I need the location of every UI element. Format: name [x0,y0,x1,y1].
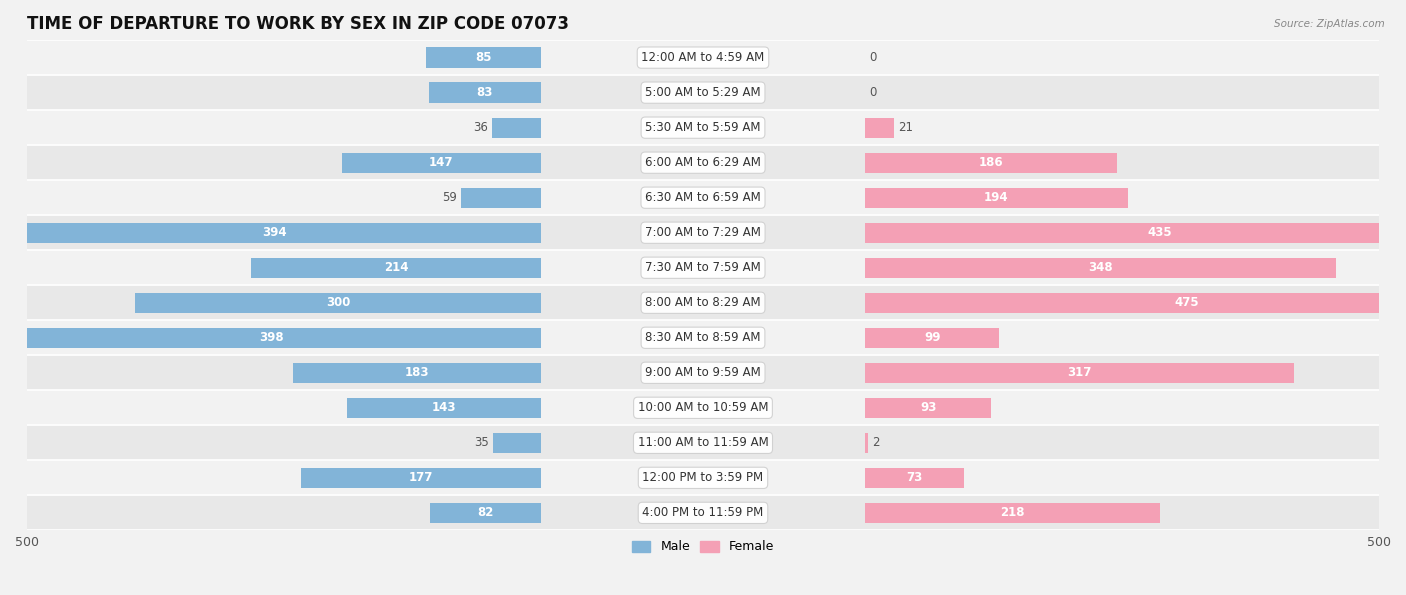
Bar [865,503,1160,523]
Bar [865,117,894,138]
Text: 0: 0 [869,86,877,99]
Legend: Male, Female: Male, Female [627,536,779,559]
Text: 85: 85 [475,51,492,64]
Bar [865,397,991,418]
Text: 83: 83 [477,86,494,99]
Bar [27,180,1379,215]
Text: 35: 35 [475,436,489,449]
Bar [27,250,1379,285]
Bar [865,433,868,453]
Text: 218: 218 [1000,506,1025,519]
Bar [865,468,965,488]
Bar [294,362,541,383]
Text: 5:00 AM to 5:29 AM: 5:00 AM to 5:29 AM [645,86,761,99]
Text: 93: 93 [920,401,936,414]
Text: 7:00 AM to 7:29 AM: 7:00 AM to 7:29 AM [645,226,761,239]
Text: 183: 183 [405,367,429,379]
Text: 36: 36 [474,121,488,134]
Bar [252,258,541,278]
Bar [27,285,1379,320]
Text: 6:00 AM to 6:29 AM: 6:00 AM to 6:29 AM [645,156,761,169]
Bar [494,433,541,453]
Text: 10:00 AM to 10:59 AM: 10:00 AM to 10:59 AM [638,401,768,414]
Text: 143: 143 [432,401,457,414]
Bar [27,145,1379,180]
Bar [27,355,1379,390]
Text: 59: 59 [441,191,457,204]
Text: 0: 0 [869,51,877,64]
Text: 2: 2 [872,436,880,449]
Text: 7:30 AM to 7:59 AM: 7:30 AM to 7:59 AM [645,261,761,274]
Text: Source: ZipAtlas.com: Source: ZipAtlas.com [1274,19,1385,29]
Text: 73: 73 [907,471,922,484]
Text: 8:00 AM to 8:29 AM: 8:00 AM to 8:29 AM [645,296,761,309]
Text: 147: 147 [429,156,454,169]
Text: 348: 348 [1088,261,1112,274]
Bar [865,258,1336,278]
Bar [342,152,541,173]
Bar [3,328,541,348]
Bar [27,496,1379,530]
Bar [865,223,1406,243]
Text: 11:00 AM to 11:59 AM: 11:00 AM to 11:59 AM [638,436,768,449]
Bar [865,328,1000,348]
Bar [301,468,541,488]
Bar [27,461,1379,496]
Text: 8:30 AM to 8:59 AM: 8:30 AM to 8:59 AM [645,331,761,345]
Bar [27,110,1379,145]
Bar [27,215,1379,250]
Text: 475: 475 [1174,296,1199,309]
Text: 21: 21 [897,121,912,134]
Bar [27,390,1379,425]
Bar [426,48,541,68]
Text: 394: 394 [262,226,287,239]
Text: 99: 99 [924,331,941,345]
Bar [347,397,541,418]
Bar [135,293,541,313]
Bar [461,187,541,208]
Text: 186: 186 [979,156,1004,169]
Text: 177: 177 [409,471,433,484]
Bar [865,152,1116,173]
Text: 214: 214 [384,261,408,274]
Bar [429,83,541,103]
Text: 9:00 AM to 9:59 AM: 9:00 AM to 9:59 AM [645,367,761,379]
Text: TIME OF DEPARTURE TO WORK BY SEX IN ZIP CODE 07073: TIME OF DEPARTURE TO WORK BY SEX IN ZIP … [27,15,569,33]
Text: 4:00 PM to 11:59 PM: 4:00 PM to 11:59 PM [643,506,763,519]
Bar [27,40,1379,75]
Text: 194: 194 [984,191,1008,204]
Text: 398: 398 [259,331,284,345]
Bar [27,320,1379,355]
Text: 82: 82 [477,506,494,519]
Text: 435: 435 [1147,226,1171,239]
Text: 12:00 PM to 3:59 PM: 12:00 PM to 3:59 PM [643,471,763,484]
Bar [27,425,1379,461]
Text: 317: 317 [1067,367,1091,379]
Text: 6:30 AM to 6:59 AM: 6:30 AM to 6:59 AM [645,191,761,204]
Bar [430,503,541,523]
Bar [8,223,541,243]
Bar [865,187,1128,208]
Text: 5:30 AM to 5:59 AM: 5:30 AM to 5:59 AM [645,121,761,134]
Text: 300: 300 [326,296,350,309]
Bar [492,117,541,138]
Bar [865,293,1406,313]
Bar [27,75,1379,110]
Text: 12:00 AM to 4:59 AM: 12:00 AM to 4:59 AM [641,51,765,64]
Bar [865,362,1294,383]
